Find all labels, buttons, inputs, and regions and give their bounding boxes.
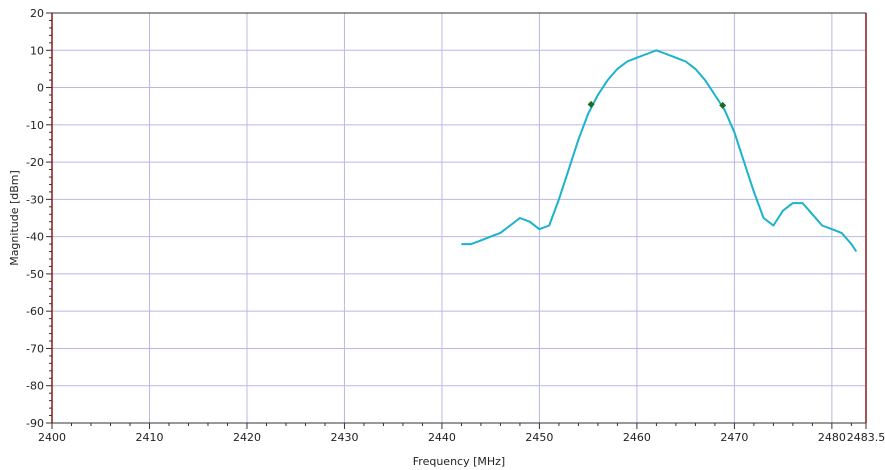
y-tick-label: -80	[26, 380, 44, 393]
spectrum-trace	[461, 49, 858, 253]
bandwidth-marker	[719, 101, 727, 109]
y-tick-label: 10	[30, 44, 44, 57]
y-tick-label: -10	[26, 119, 44, 132]
series-layer	[461, 49, 858, 253]
y-tick-label: 0	[37, 82, 44, 95]
x-axis: 2400 2410 2420 2430 2440 2450 2460 2470 2480 2483…	[38, 423, 885, 444]
x-tick-label: 2483.5	[847, 431, 885, 444]
y-tick-label: -50	[26, 268, 44, 281]
grid-lines	[52, 13, 866, 423]
x-tick-label: 2420	[233, 431, 261, 444]
x-tick-label: 2450	[525, 431, 553, 444]
plot-background	[52, 13, 866, 423]
y-axis-title: Magnitude [dBm]	[8, 170, 21, 266]
marker-layer	[587, 100, 727, 109]
x-tick-label: 2430	[330, 431, 358, 444]
x-tick-label: 2460	[623, 431, 651, 444]
x-tick-label: 2470	[720, 431, 748, 444]
x-tick-label: 2440	[428, 431, 456, 444]
y-tick-label: -20	[26, 156, 44, 169]
x-tick-label: 2410	[135, 431, 163, 444]
y-tick-label: -30	[26, 193, 44, 206]
x-tick-label: 2400	[38, 431, 66, 444]
y-tick-label: -90	[26, 417, 44, 430]
x-tick-label: 2480	[818, 431, 846, 444]
y-tick-label: -60	[26, 305, 44, 318]
y-axis: 20 10 0 -10 -20 -30 -40 -50 -60 -70 -80 -90	[26, 7, 52, 430]
y-tick-label: 20	[30, 7, 44, 20]
x-axis-title: Frequency [MHz]	[413, 455, 505, 468]
y-tick-label: -70	[26, 342, 44, 355]
bandwidth-marker	[587, 100, 595, 108]
y-tick-label: -40	[26, 231, 44, 244]
